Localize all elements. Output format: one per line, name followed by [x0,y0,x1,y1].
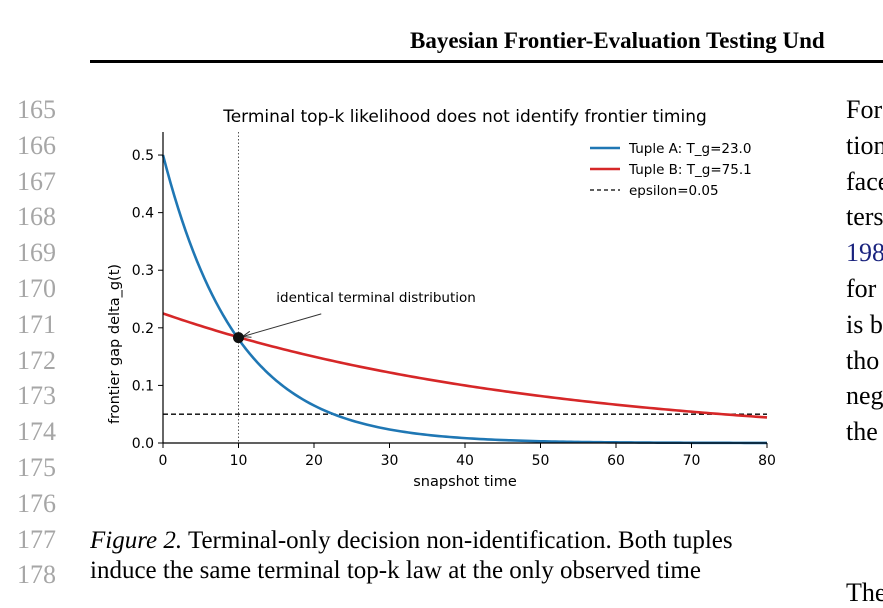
line-number: 173 [17,381,56,411]
right-column-line: neg [846,381,883,411]
right-column-bottom-line: The [846,578,883,607]
caption-line-2: induce the same terminal top-k law at th… [90,557,701,584]
x-tick-label: 70 [683,453,701,469]
x-tick-label: 40 [456,453,474,469]
annotation-text: identical terminal distribution [276,290,476,306]
x-tick-label: 0 [159,453,168,469]
header-rule [90,60,883,63]
legend-label: Tuple A: T_g=23.0 [628,141,751,157]
x-tick-label: 60 [607,453,625,469]
running-header: Bayesian Frontier-Evaluation Testing Und [410,28,825,53]
annotation-arrow-line [242,313,322,338]
line-number: 169 [17,238,56,268]
y-tick-label: 0.1 [132,378,154,394]
right-column-citation[interactable]: 198 [846,238,883,268]
x-tick-label: 20 [305,453,323,469]
right-column-text: For tion face ters 198 for is b tho neg … [846,92,883,450]
y-tick-label: 0.3 [132,263,154,279]
line-number: 176 [17,488,56,518]
legend-label: Tuple B: T_g=75.1 [628,162,752,178]
line-number: 175 [17,452,56,482]
line-number: 166 [17,130,56,160]
line-number: 177 [17,524,56,554]
line-number: 165 [17,95,56,124]
figure: Terminal top-k likelihood does not ident… [100,100,790,500]
legend-label: epsilon=0.05 [629,183,719,199]
line-number: 174 [17,417,56,447]
figure-caption: Figure 2. Terminal-only decision non-ide… [90,526,792,586]
right-column-line: tion [846,130,883,160]
terminal-marker-point [233,332,244,344]
x-tick-label: 10 [230,453,248,469]
line-number: 170 [17,273,56,303]
series-line-tuple-b [162,312,768,419]
right-column-line: for [846,273,877,303]
y-tick-label: 0.5 [132,148,154,164]
line-numbers: 165 166 167 168 169 170 171 172 173 174 … [0,92,56,593]
x-tick-label: 30 [381,453,399,469]
y-tick-label: 0.0 [132,436,154,452]
y-tick-label: 0.2 [132,321,154,337]
right-column-line: For [846,95,883,124]
x-tick-label: 80 [758,453,776,469]
right-column-line: the [846,417,878,447]
chart-title: Terminal top-k likelihood does not ident… [222,107,707,127]
right-column-line: ters [846,202,883,232]
line-number: 167 [17,166,56,196]
line-chart: Terminal top-k likelihood does not ident… [107,107,776,490]
y-tick-label: 0.4 [132,206,154,222]
y-axis-label: frontier gap delta_g(t) [107,264,123,424]
line-number: 171 [17,309,56,339]
line-number: 168 [17,202,56,232]
line-number: 172 [17,345,56,375]
caption-line-1: Figure 2. Terminal-only decision non-ide… [90,526,792,556]
right-column-line: face [846,166,883,196]
line-number: 178 [17,560,56,590]
x-axis-label: snapshot time [413,474,517,490]
caption-label: Figure 2. [90,527,183,554]
right-column-line: tho [846,345,880,375]
right-column-line: is b [846,309,883,339]
caption-text: Terminal-only decision non-identificatio… [187,527,733,554]
x-tick-label: 50 [532,453,550,469]
